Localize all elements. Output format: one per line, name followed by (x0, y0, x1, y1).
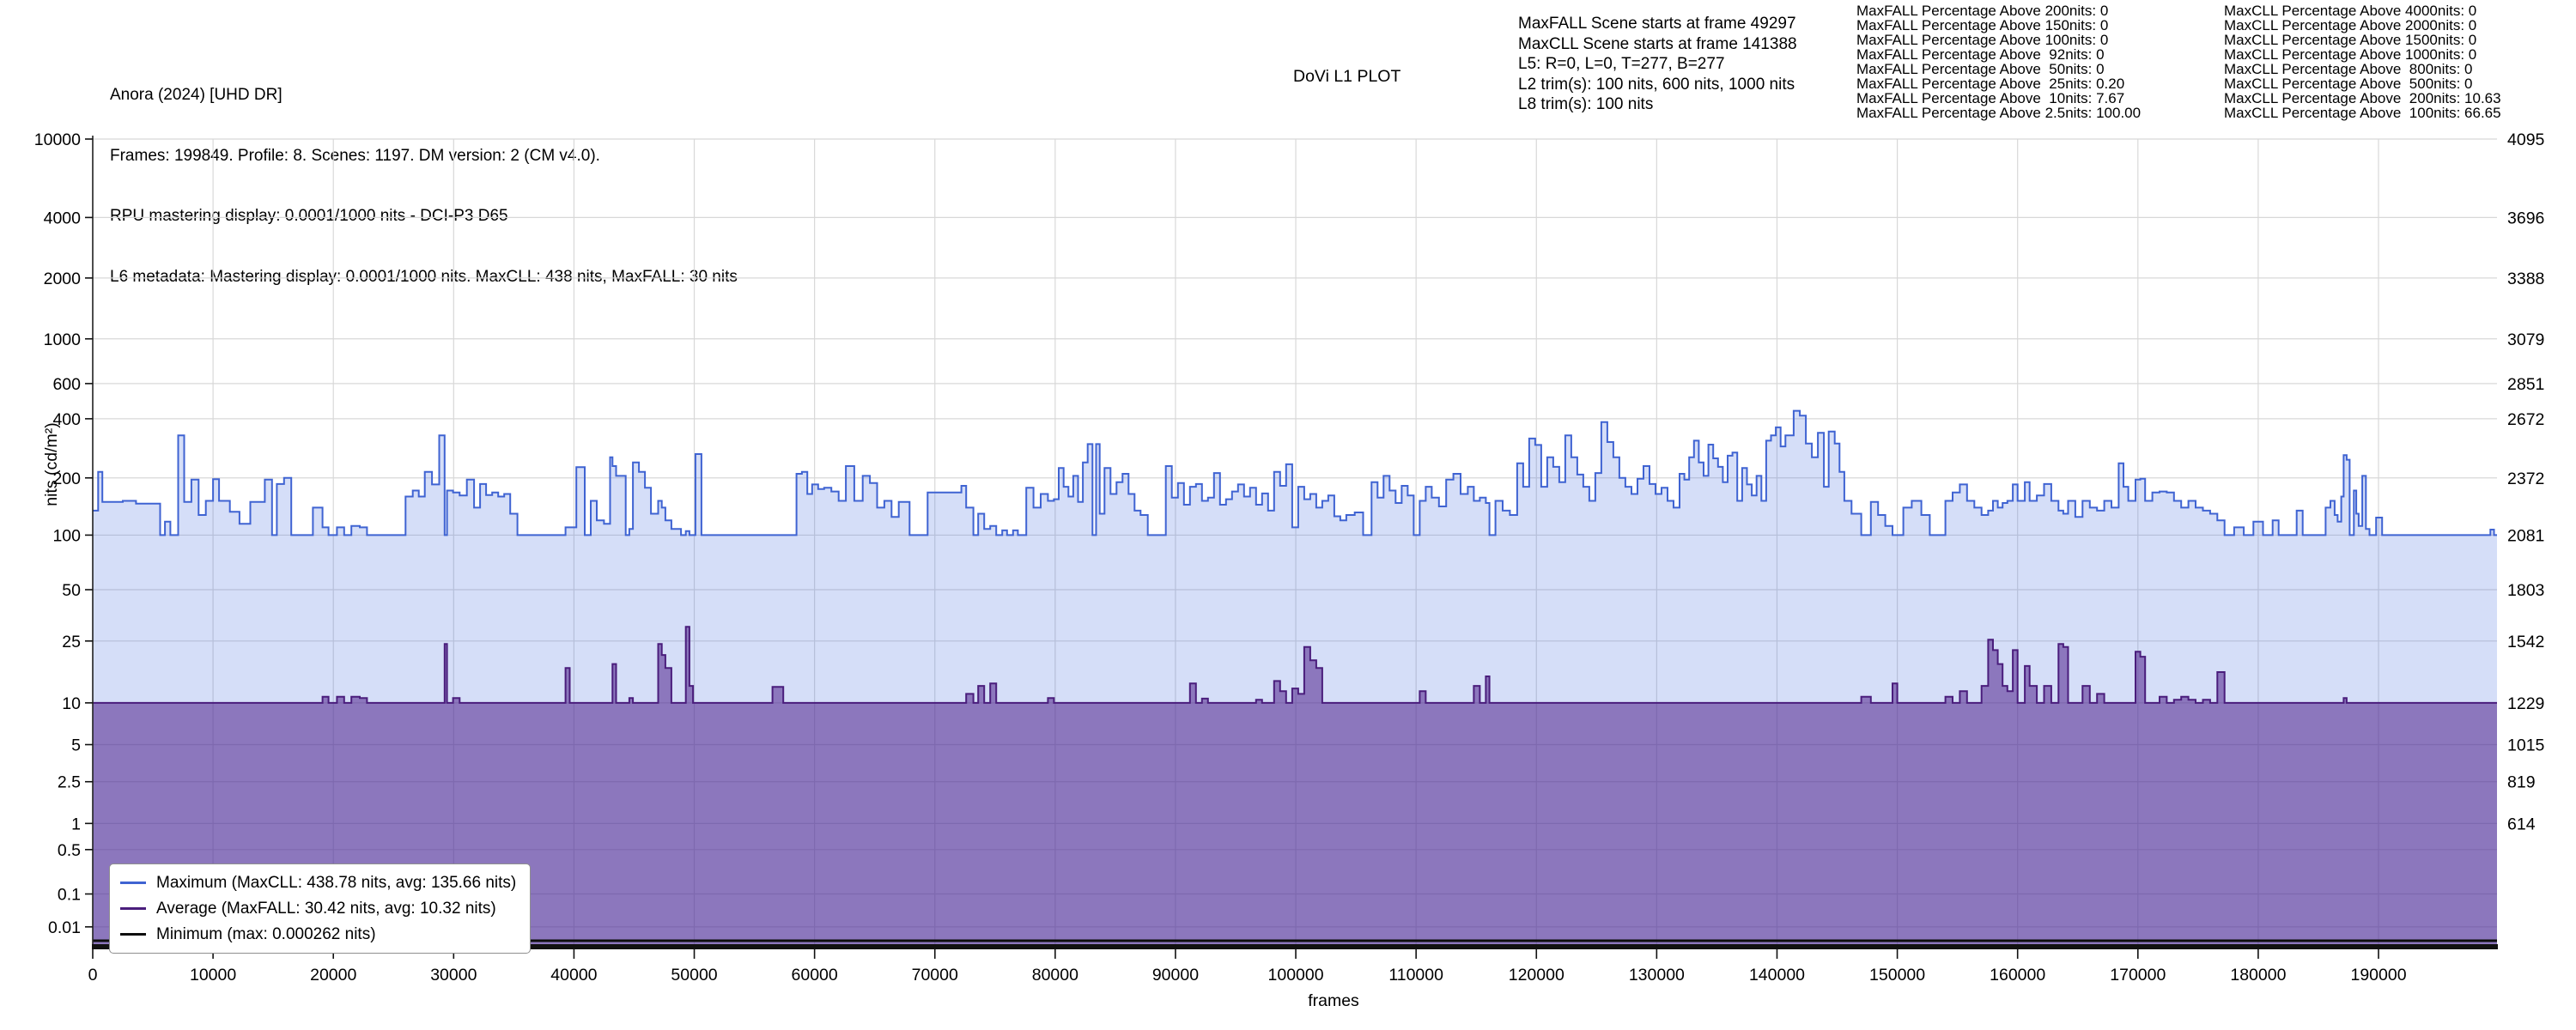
maxfall-percentages-block: MaxFALL Percentage Above 200nits: 0 MaxFA… (1856, 3, 2141, 120)
legend-item-average: Average (MaxFALL: 30.42 nits, avg: 10.32… (120, 897, 516, 920)
y-tick-label: 400 (52, 410, 81, 429)
x-tick-label: 100000 (1268, 966, 1324, 985)
y-tick-label: 2000 (44, 270, 82, 288)
average-line-swatch (120, 907, 146, 910)
maxfall-percentage-line: MaxFALL Percentage Above 2.5nits: 100.00 (1856, 105, 2142, 121)
maxcll-percentage-line: MaxCLL Percentage Above 200nits: 10.63 (2224, 90, 2501, 106)
legend-item-maximum: Maximum (MaxCLL: 438.78 nits, avg: 135.6… (120, 871, 516, 894)
maxfall-percentage-line: MaxFALL Percentage Above 92nits: 0 (1856, 46, 2105, 63)
scene-info-line: L8 trim(s): 100 nits (1518, 95, 1654, 113)
x-tick-label: 70000 (912, 966, 958, 985)
pq-code-tick-label: 3696 (2507, 209, 2544, 227)
maxfall-percentage-line: MaxFALL Percentage Above 25nits: 0.20 (1856, 76, 2125, 92)
x-tick-label: 140000 (1749, 966, 1805, 985)
maxcll-percentage-line: MaxCLL Percentage Above 100nits: 66.65 (2224, 105, 2501, 121)
maxcll-percentage-line: MaxCLL Percentage Above 1500nits: 0 (2224, 32, 2477, 48)
maxcll-percentage-line: MaxCLL Percentage Above 4000nits: 0 (2224, 3, 2477, 19)
x-tick-label: 120000 (1509, 966, 1564, 985)
x-tick-label: 60000 (792, 966, 838, 985)
pq-code-tick-label: 1229 (2507, 694, 2544, 713)
y-tick-label: 600 (52, 375, 81, 394)
x-tick-label: 180000 (2230, 966, 2286, 985)
average-area-fill (93, 627, 2497, 944)
pq-code-tick-label: 2372 (2507, 470, 2544, 488)
scene-info-line: MaxFALL Scene starts at frame 49297 (1518, 15, 1796, 33)
y-tick-label: 0.01 (48, 918, 81, 937)
maxcll-percentage-line: MaxCLL Percentage Above 800nits: 0 (2224, 61, 2473, 77)
maxcll-percentage-line: MaxCLL Percentage Above 2000nits: 0 (2224, 17, 2477, 33)
x-axis-spine (92, 944, 2498, 949)
x-tick-label: 50000 (671, 966, 717, 985)
x-tick-label: 30000 (430, 966, 477, 985)
legend-label-maximum: Maximum (MaxCLL: 438.78 nits, avg: 135.6… (156, 873, 517, 892)
maxcll-percentage-line: MaxCLL Percentage Above 500nits: 0 (2224, 76, 2473, 92)
x-tick-label: 190000 (2350, 966, 2406, 985)
y-tick-label: 25 (62, 633, 81, 651)
x-tick-label: 40000 (550, 966, 597, 985)
x-tick-label: 130000 (1629, 966, 1685, 985)
legend-label-minimum: Minimum (max: 0.000262 nits) (156, 924, 376, 943)
y-tick-label: 200 (52, 470, 81, 488)
x-tick-label: 160000 (1990, 966, 2045, 985)
y-tick-label: 1 (71, 815, 81, 833)
pq-code-tick-label: 3388 (2507, 270, 2544, 288)
x-tick-label: 10000 (190, 966, 236, 985)
legend-item-minimum: Minimum (max: 0.000262 nits) (120, 923, 516, 946)
scene-trim-info-block: MaxFALL Scene starts at frame 49297 MaxCL… (1518, 14, 1797, 115)
scene-info-line: L5: R=0, L=0, T=277, B=277 (1518, 55, 1725, 73)
pq-code-tick-label: 2672 (2507, 410, 2544, 429)
average-step-line (93, 626, 2497, 704)
y-tick-label: 1000 (44, 330, 82, 349)
l6-metadata-line: L6 metadata: Mastering display: 0.0001/1… (110, 267, 738, 286)
pq-code-tick-label: 2081 (2507, 526, 2544, 545)
minimum-line-swatch (120, 933, 146, 936)
maxfall-percentage-line: MaxFALL Percentage Above 100nits: 0 (1856, 32, 2109, 48)
x-tick-label: 110000 (1388, 966, 1443, 985)
pq-code-tick-label: 819 (2507, 773, 2536, 792)
y-tick-label: 50 (62, 581, 81, 600)
maxfall-percentage-line: MaxFALL Percentage Above 10nits: 7.67 (1856, 90, 2125, 106)
pq-code-tick-label: 4095 (2507, 130, 2545, 149)
maxcll-percentages-block: MaxCLL Percentage Above 4000nits: 0 MaxCL… (2224, 3, 2501, 120)
maxcll-percentage-line: MaxCLL Percentage Above 1000nits: 0 (2224, 46, 2477, 63)
pq-code-tick-label: 1015 (2507, 736, 2545, 755)
scene-info-line: L2 trim(s): 100 nits, 600 nits, 1000 nit… (1518, 75, 1795, 94)
scene-info-line: MaxCLL Scene starts at frame 141388 (1518, 34, 1797, 53)
pq-code-tick-label: 1542 (2507, 633, 2544, 651)
maximum-step-line (93, 409, 2497, 536)
pq-code-tick-label: 1803 (2507, 581, 2544, 600)
x-tick-label: 20000 (310, 966, 356, 985)
plot-title: DoVi L1 PLOT (1293, 67, 1401, 86)
x-tick-label: 170000 (2110, 966, 2166, 985)
y-tick-label: 5 (71, 736, 81, 755)
maxfall-percentage-line: MaxFALL Percentage Above 150nits: 0 (1856, 17, 2109, 33)
legend-box: Maximum (MaxCLL: 438.78 nits, avg: 135.6… (109, 863, 532, 954)
y-tick-label: 10 (62, 694, 81, 713)
movie-title: Anora (2024) [UHD DR] (110, 86, 283, 104)
y-axis-label: nits (cd/m²) (42, 422, 61, 506)
pq-code-tick-label: 2851 (2507, 375, 2544, 394)
maxfall-percentage-line: MaxFALL Percentage Above 200nits: 0 (1856, 3, 2109, 19)
x-tick-label: 90000 (1152, 966, 1199, 985)
maximum-line-swatch (120, 882, 146, 884)
x-axis-label: frames (1308, 991, 1359, 1010)
y-tick-label: 10000 (34, 130, 81, 149)
pq-code-tick-label: 614 (2507, 815, 2536, 833)
title-metadata-block: Anora (2024) [UHD DR] Frames: 199849. Pr… (110, 45, 738, 327)
rpu-summary-line: Frames: 199849. Profile: 8. Scenes: 1197… (110, 146, 600, 165)
x-tick-label: 0 (88, 966, 98, 985)
x-tick-label: 80000 (1032, 966, 1078, 985)
maxfall-percentage-line: MaxFALL Percentage Above 50nits: 0 (1856, 61, 2105, 77)
y-tick-label: 2.5 (58, 773, 81, 792)
x-tick-label: 150000 (1869, 966, 1925, 985)
y-tick-label: 100 (52, 526, 81, 545)
y-tick-label: 4000 (44, 209, 82, 227)
y-tick-label: 0.5 (58, 841, 81, 860)
y-tick-label: 0.1 (58, 886, 81, 905)
rpu-mastering-display-line: RPU mastering display: 0.0001/1000 nits … (110, 207, 508, 225)
legend-label-average: Average (MaxFALL: 30.42 nits, avg: 10.32… (156, 899, 496, 918)
pq-code-tick-label: 3079 (2507, 330, 2544, 349)
